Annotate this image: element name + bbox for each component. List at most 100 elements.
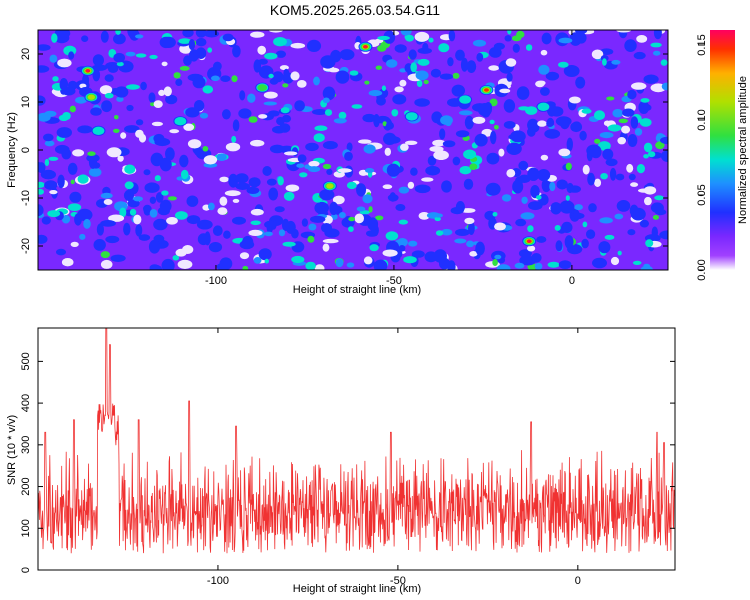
heatmap-cell (638, 100, 650, 114)
heatmap-cell (525, 44, 533, 51)
heatmap-cell (264, 52, 278, 60)
heatmap-cell (558, 61, 569, 68)
heatmap-cell (550, 202, 562, 215)
heatmap-cell (455, 130, 470, 138)
heatmap-cell (273, 37, 287, 47)
heatmap-cell (151, 121, 163, 127)
heatmap-cell (398, 186, 410, 194)
heatmap-cell (351, 104, 363, 109)
x-tick-label: 0 (569, 275, 575, 287)
y-tick-label: -10 (20, 190, 32, 206)
heatmap-cell (386, 59, 398, 68)
y-tick-label: 100 (20, 519, 32, 537)
heatmap-cell (232, 198, 240, 203)
heatmap-cell (100, 259, 113, 269)
heatmap-cell (536, 195, 542, 200)
heatmap-cell (630, 116, 639, 129)
heatmap-cell (125, 51, 136, 57)
heatmap-cell (277, 176, 284, 186)
heatmap-cell (314, 125, 328, 131)
heatmap-cell (536, 236, 547, 243)
heatmap-cell (108, 65, 119, 73)
heatmap-cell (368, 90, 383, 97)
heatmap-cell (455, 49, 465, 61)
heatmap-cell (544, 129, 561, 139)
heatmap-cell (49, 190, 58, 195)
heatmap-cell (541, 178, 551, 193)
heatmap-cell (81, 35, 89, 42)
heatmap-cell (441, 228, 453, 236)
heatmap-cell (258, 58, 268, 65)
colorbar-tick-label: 0.05 (696, 184, 708, 205)
heatmap-cell (559, 200, 575, 214)
heatmap-cell (452, 156, 461, 166)
heatmap-cell (212, 225, 223, 236)
heatmap-cell (439, 73, 454, 80)
heatmap-cell (565, 195, 570, 201)
heatmap-cell (346, 142, 353, 152)
heatmap-peak (84, 92, 99, 103)
heatmap-cell (143, 207, 151, 216)
heatmap-cell (232, 119, 240, 132)
heatmap-cell (476, 52, 484, 62)
heatmap-cell (598, 241, 611, 254)
heatmap-cell (356, 183, 367, 197)
heatmap-cell (643, 186, 657, 195)
heatmap-cell (77, 125, 93, 134)
heatmap-cell (363, 256, 373, 265)
heatmap-cell (518, 106, 530, 111)
heatmap-cell (143, 169, 151, 176)
heatmap-cell (417, 58, 430, 66)
heatmap-cell (155, 192, 164, 203)
heatmap-cell (110, 254, 126, 262)
heatmap-cell (563, 65, 580, 77)
heatmap-cell (546, 120, 554, 127)
heatmap-cell (291, 255, 305, 264)
heatmap-cell (485, 182, 501, 196)
heatmap-cell (644, 196, 652, 206)
heatmap-cell (385, 121, 394, 130)
heatmap-cell (54, 30, 71, 39)
heatmap-cell (527, 225, 534, 233)
heatmap-cell (328, 67, 340, 73)
heatmap-cell (213, 61, 222, 71)
heatmap-cell (384, 147, 391, 156)
heatmap-cell (626, 163, 634, 173)
heatmap-cell (135, 119, 144, 126)
heatmap-cell (561, 221, 573, 233)
heatmap-cell (56, 248, 66, 256)
heatmap-cell (238, 108, 252, 119)
heatmap-cell (499, 88, 511, 94)
heatmap-cell (48, 156, 59, 161)
heatmap-cell (52, 76, 59, 82)
y-tick-label: 400 (20, 394, 32, 412)
heatmap-cell (407, 181, 415, 189)
heatmap-cell (598, 141, 611, 151)
heatmap-cell (528, 201, 543, 211)
heatmap-cell (400, 30, 412, 36)
heatmap-cell (253, 257, 262, 264)
heatmap-cell (38, 95, 46, 106)
heatmap-cell (337, 168, 352, 173)
colorbar-label: Normalized spectral amplitude (737, 76, 749, 224)
heatmap-cell (660, 59, 668, 66)
heatmap-cell (250, 139, 265, 147)
heatmap-cell (643, 154, 649, 159)
heatmap-cell (645, 239, 654, 248)
heatmap-cell (326, 168, 333, 175)
heatmap-cell (153, 218, 168, 231)
heatmap-cell (40, 169, 57, 180)
heatmap-cell (208, 202, 215, 211)
heatmap-cell (100, 192, 113, 199)
heatmap-cell (381, 85, 386, 91)
heatmap-cell (308, 160, 320, 167)
heatmap-cell (363, 144, 376, 154)
heatmap-cell (120, 132, 127, 139)
heatmap-cell (540, 154, 549, 161)
heatmap-cell (486, 152, 500, 165)
heatmap-cell (368, 206, 373, 213)
heatmap-cell (324, 109, 333, 116)
heatmap-cell (161, 61, 168, 67)
heatmap-cell (496, 264, 511, 270)
